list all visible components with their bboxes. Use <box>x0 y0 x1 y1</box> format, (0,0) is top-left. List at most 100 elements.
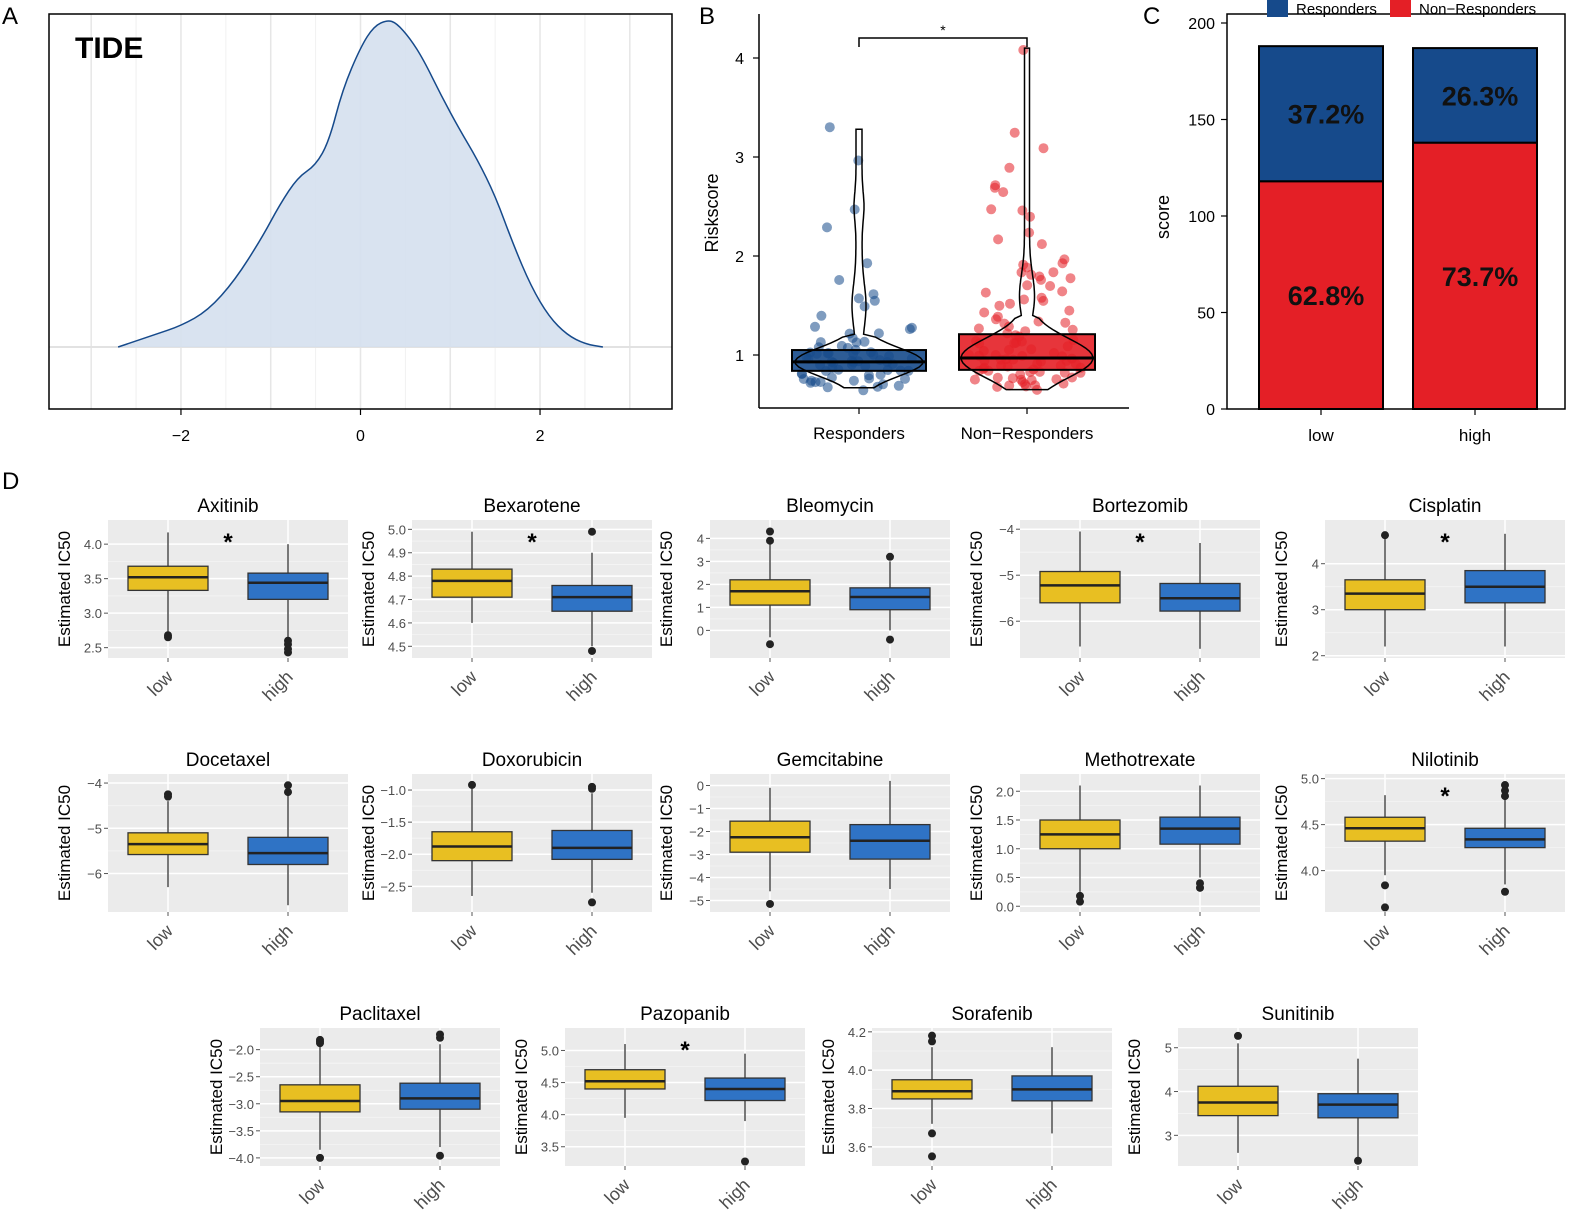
d-y-tick-label: 4.0 <box>848 1063 866 1078</box>
legend-non-responders-swatch <box>1390 0 1411 17</box>
d-y-tick-label: 2.0 <box>996 784 1014 799</box>
drug-panel-doxorubicin: −2.5 −2.0 −1.5 −1.0 low high Doxorubicin Estima… <box>359 750 652 959</box>
high-box <box>551 829 633 861</box>
low-box <box>584 1069 666 1090</box>
low-outlier-point <box>766 899 774 908</box>
responder-point <box>864 373 875 384</box>
d-x-tick-label: high <box>861 667 899 705</box>
d-y-tick-label: −4 <box>689 871 704 886</box>
responder-point <box>824 122 835 133</box>
d-x-tick-label: high <box>563 667 601 705</box>
drug-panel-gemcitabine: −5 −4 −3 −2 −1 0 low high Gemcitabine Estimated I… <box>657 750 950 959</box>
low-outlier-point <box>766 527 774 536</box>
responder-point <box>815 377 826 387</box>
high-outlier-point <box>284 648 292 657</box>
panel-letter-b: B <box>699 3 715 30</box>
high-outlier-point <box>588 527 596 536</box>
low-box <box>891 1079 973 1100</box>
low-box <box>1039 570 1121 604</box>
non-responder-point <box>986 204 997 215</box>
d-x-tick-label: low <box>1056 920 1090 954</box>
d-y-tick-label: 5 <box>1165 1041 1172 1056</box>
b-y-tick-label: 3 <box>735 150 744 167</box>
non-responder-point <box>1057 286 1068 297</box>
d-y-tick-label: 4.9 <box>388 546 406 561</box>
d-x-tick-label: high <box>1023 1175 1061 1213</box>
high-box <box>1159 816 1241 845</box>
d-y-tick-label: 4.5 <box>541 1076 559 1091</box>
responder-point <box>900 373 910 384</box>
d-significance-star: * <box>527 529 537 556</box>
d-y-tick-label: 4.5 <box>388 639 406 654</box>
non-responder-point <box>994 300 1005 311</box>
low-box <box>279 1084 361 1113</box>
d-y-tick-label: −2.5 <box>228 1070 254 1085</box>
d-y-tick-label: 4 <box>1312 557 1319 572</box>
d-drug-title: Gemcitabine <box>777 750 884 771</box>
high-outlier-point <box>1501 786 1509 795</box>
responder-point <box>862 258 873 269</box>
d-drug-title: Axitinib <box>197 496 258 517</box>
d-x-tick-label: low <box>746 920 780 954</box>
high-outlier-point <box>1354 1156 1362 1165</box>
responder-point <box>834 275 845 285</box>
a-x-tick-label: −2 <box>172 428 190 445</box>
non-responder-point <box>1036 274 1046 285</box>
d-y-tick-label: 5.0 <box>388 522 406 537</box>
d-y-tick-label: −2.0 <box>228 1043 254 1058</box>
d-x-tick-label: high <box>861 921 899 959</box>
high-outlier-point <box>886 552 894 561</box>
d-y-tick-label: 5.0 <box>541 1043 559 1058</box>
non-responder-point <box>1036 239 1047 250</box>
panel-letter-d: D <box>2 468 19 495</box>
d-y-tick-label: −1.5 <box>380 815 406 830</box>
d-y-tick-label: 0 <box>697 779 704 794</box>
high-box <box>849 587 931 611</box>
d-x-tick-label: low <box>144 666 178 700</box>
d-y-tick-label: 0 <box>697 623 704 638</box>
d-y-tick-label: 3.0 <box>84 606 102 621</box>
non-responder-point <box>1057 258 1068 269</box>
d-x-tick-label: high <box>1476 921 1514 959</box>
non-responder-point <box>973 323 984 334</box>
non-responder-point <box>992 381 1003 392</box>
d-x-tick-label: high <box>259 921 297 959</box>
d-y-tick-label: 4.6 <box>388 616 406 631</box>
b-significance-star: * <box>940 22 946 38</box>
d-x-tick-label: low <box>1361 920 1395 954</box>
d-drug-title: Bexarotene <box>483 496 580 517</box>
d-y-tick-label: 4.7 <box>388 593 406 608</box>
non-responder-point <box>1067 324 1078 335</box>
density-curve <box>117 20 604 348</box>
d-y-tick-label: −5 <box>999 568 1014 583</box>
high-box <box>1464 827 1546 849</box>
non-responder-point <box>1045 281 1056 291</box>
low-outlier-point <box>1076 897 1084 906</box>
b-y-axis-label: Riskscore <box>702 173 722 252</box>
d-y-tick-label: −6 <box>87 867 102 882</box>
d-y-tick-label: 3.6 <box>848 1140 866 1155</box>
drug-panel-cisplatin: 2 3 4 low high Cisplatin Estimated IC50 * <box>1272 496 1565 705</box>
b-y-tick-label: 4 <box>735 51 744 68</box>
responder-point <box>893 380 904 391</box>
b-y-tick-label: 2 <box>735 249 744 266</box>
d-y-tick-label: 4.0 <box>84 537 102 552</box>
d-x-tick-label: high <box>1171 921 1209 959</box>
d-x-tick-label: low <box>746 666 780 700</box>
d-y-tick-label: 4.5 <box>1301 818 1319 833</box>
c-x-tick-label: low <box>1308 426 1334 445</box>
c-y-axis-label: score <box>1153 195 1173 239</box>
d-y-axis-label: Estimated IC50 <box>359 785 378 901</box>
legend-responders-swatch <box>1267 0 1288 17</box>
low-outlier-point <box>1076 891 1084 900</box>
d-x-tick-label: low <box>144 920 178 954</box>
d-y-axis-label: Estimated IC50 <box>359 531 378 647</box>
density-area <box>118 21 603 348</box>
d-y-tick-label: 3.8 <box>848 1102 866 1117</box>
d-x-tick-label: high <box>563 921 601 959</box>
d-drug-title: Docetaxel <box>186 750 271 771</box>
d-y-axis-label: Estimated IC50 <box>55 785 74 901</box>
d-y-tick-label: 5.0 <box>1301 772 1319 787</box>
high-outlier-point <box>588 898 596 907</box>
